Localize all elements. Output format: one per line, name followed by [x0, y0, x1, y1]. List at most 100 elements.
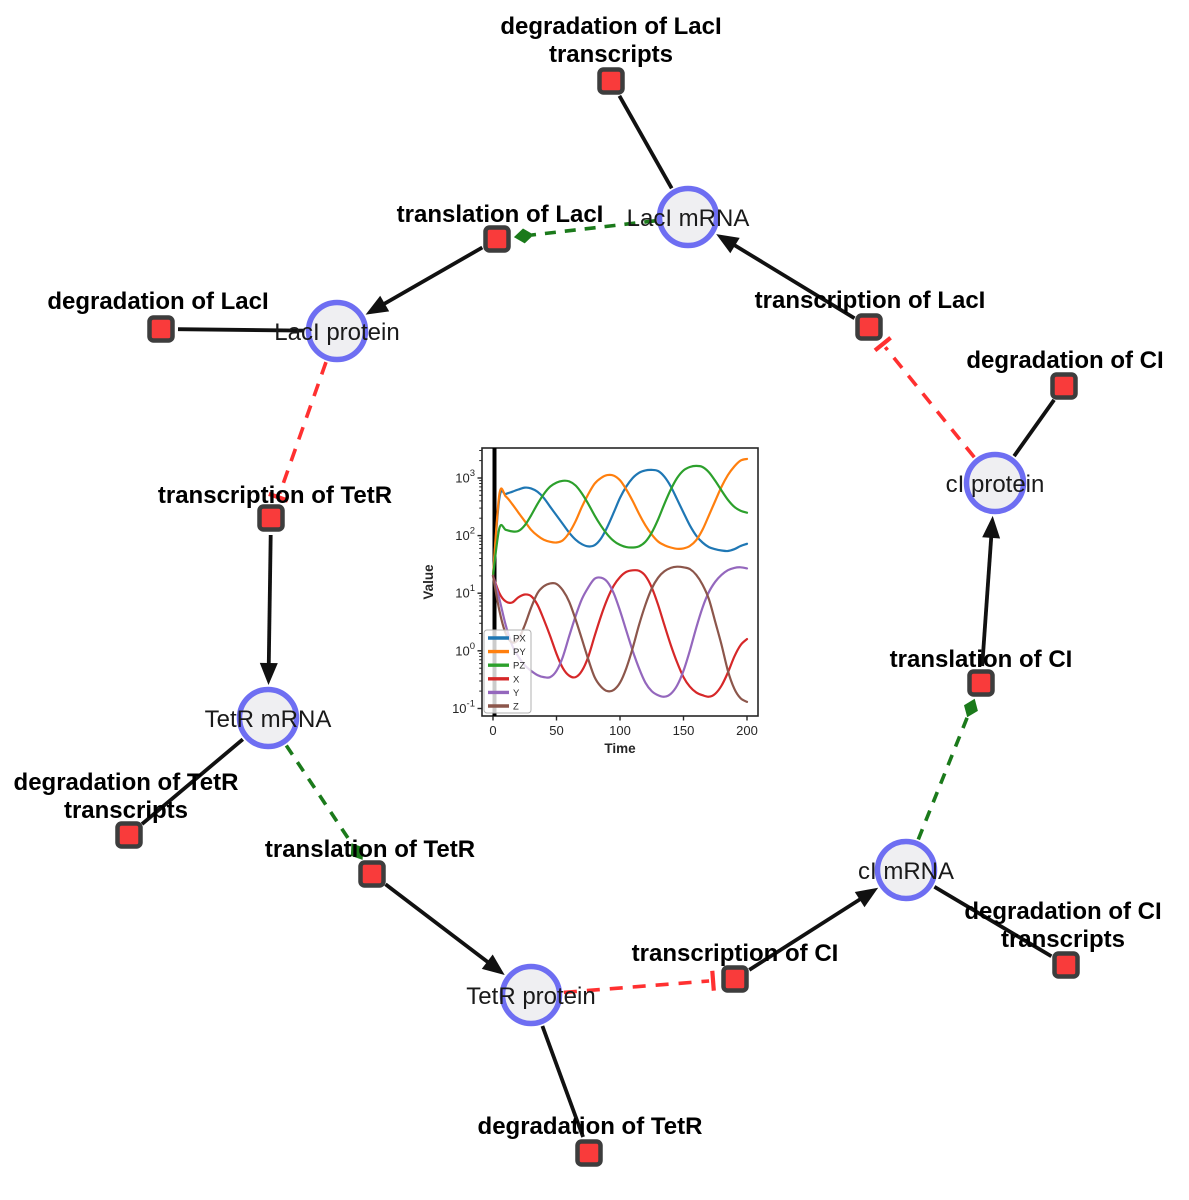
edge-laci-protein-to-degradation-of-laci: [177, 327, 305, 333]
arrowhead: [716, 234, 740, 254]
edge-translation-of-ci-to-ci-protein: [980, 515, 1001, 667]
legend-label-y: Y: [513, 688, 520, 699]
chart-y-axis-label: Value: [421, 564, 436, 600]
legend-label-x: X: [513, 674, 520, 685]
species-node-tetr-protein: [499, 963, 563, 1027]
edge-tetr-protein-to-transcription-of-ci: [563, 970, 716, 995]
series-z-line: [491, 565, 749, 703]
reaction-label-transcription-of-tetr: transcription of TetR: [158, 482, 392, 509]
edge-laci-mrna-to-translation-of-laci: [513, 219, 656, 244]
legend-label-pz: PZ: [513, 661, 525, 672]
species-label-ci-protein: cI protein: [946, 471, 1045, 498]
reaction-label-degradation-of-laci-transcripts: transcripts: [549, 41, 673, 68]
reaction-node-transcription-of-laci: [855, 313, 883, 341]
reaction-label-degradation-of-ci: degradation of CI: [966, 347, 1163, 374]
chart-x-tick-label: 50: [549, 723, 563, 738]
inhibition-tee: [268, 491, 289, 503]
diamond-arrowhead: [513, 228, 534, 244]
species-node-laci-mrna: [656, 185, 720, 249]
chart-y-tick-label: 10-1: [452, 699, 475, 717]
species-label-laci-protein: LacI protein: [274, 319, 399, 346]
reaction-label-translation-of-ci: translation of CI: [890, 646, 1073, 673]
arrowhead: [259, 662, 278, 685]
species-label-tetr-protein: TetR protein: [466, 983, 595, 1010]
reaction-label-degradation-of-ci-transcripts: degradation of CI: [964, 898, 1161, 925]
edge-laci-protein-to-transcription-of-tetr: [268, 361, 328, 503]
chart-x-tick-label: 200: [736, 723, 758, 738]
arrowhead: [982, 515, 1001, 539]
edge-layer: [140, 94, 1056, 1138]
series-x-line: [491, 569, 749, 698]
edge-tetr-protein-to-degradation-of-tetr: [540, 1025, 585, 1138]
reaction-node-transcription-of-ci: [721, 965, 749, 993]
reaction-label-translation-of-laci: translation of LacI: [397, 201, 604, 228]
reaction-label-translation-of-tetr: translation of TetR: [265, 836, 475, 863]
reaction-node-degradation-of-tetr-transcripts: [115, 821, 143, 849]
edge-ci-mrna-to-translation-of-ci: [916, 698, 978, 841]
reaction-node-degradation-of-laci: [147, 315, 175, 343]
reaction-label-degradation-of-laci-transcripts: degradation of LacI: [500, 13, 721, 40]
edge-transcription-of-ci-to-ci-mrna: [748, 887, 879, 972]
edge-laci-mrna-to-degradation-of-laci-transcripts: [617, 94, 674, 190]
edge-ci-protein-to-degradation-of-ci: [1012, 398, 1056, 458]
legend-label-px: PX: [513, 634, 526, 645]
edge-tetr-mrna-to-translation-of-tetr: [284, 744, 364, 860]
reaction-node-transcription-of-tetr: [257, 504, 285, 532]
chart-y-tick-label: 100: [455, 641, 475, 659]
chart-y-tick-label: 103: [455, 468, 475, 486]
chart-frame: [481, 447, 759, 717]
reaction-label-transcription-of-ci: transcription of CI: [632, 940, 839, 967]
node-layer: [115, 67, 1080, 1167]
species-label-tetr-mrna: TetR mRNA: [205, 706, 332, 733]
edge-translation-of-laci-to-laci-protein: [365, 245, 484, 315]
reaction-label-degradation-of-tetr: degradation of TetR: [478, 1113, 703, 1140]
arrowhead: [365, 295, 390, 315]
edge-translation-of-tetr-to-tetr-protein: [384, 882, 505, 975]
species-node-tetr-mrna: [236, 686, 300, 750]
reaction-label-transcription-of-laci: transcription of LacI: [755, 287, 986, 314]
reaction-label-degradation-of-tetr-transcripts: transcripts: [64, 797, 188, 824]
reaction-node-translation-of-tetr: [358, 860, 386, 888]
species-label-laci-mrna: LacI mRNA: [627, 205, 750, 232]
reaction-label-degradation-of-tetr-transcripts: degradation of TetR: [14, 769, 239, 796]
inset-chart: 0 50 100 150 20010-1100101102103TimeValuePXP…: [421, 447, 759, 756]
inhibition-tee: [710, 970, 716, 991]
reaction-node-degradation-of-tetr: [575, 1139, 603, 1167]
series-px-line: [491, 468, 749, 577]
series-y-line: [491, 566, 749, 698]
arrowhead: [481, 954, 505, 975]
diamond-arrowhead: [350, 843, 364, 860]
species-node-ci-mrna: [874, 838, 938, 902]
species-label-ci-mrna: cI mRNA: [858, 858, 954, 885]
chart-legend: PX PY PZ XYZ: [483, 629, 532, 714]
chart-x-axis-label: Time: [604, 741, 636, 756]
label-layer: degradation of LacItranscriptstranslatio…: [14, 13, 1164, 1140]
reaction-node-degradation-of-ci-transcripts: [1052, 951, 1080, 979]
reaction-node-degradation-of-laci-transcripts: [597, 67, 625, 95]
chart-x-tick-label: 150: [673, 723, 695, 738]
reaction-label-degradation-of-ci-transcripts: transcripts: [1001, 926, 1125, 953]
inhibition-tee: [873, 336, 892, 353]
reaction-node-translation-of-laci: [483, 225, 511, 253]
legend-label-py: PY: [513, 647, 526, 658]
chart-y-tick-label: 102: [455, 526, 475, 544]
reaction-node-degradation-of-ci: [1050, 372, 1078, 400]
chart-x-tick-label: 0: [489, 723, 496, 738]
edge-transcription-of-tetr-to-tetr-mrna: [259, 534, 278, 685]
edge-transcription-of-laci-to-laci-mrna: [716, 234, 856, 320]
edge-ci-protein-to-transcription-of-laci: [873, 336, 976, 459]
legend-label-z: Z: [513, 702, 519, 713]
edge-ci-mrna-to-degradation-of-ci-transcripts: [933, 885, 1053, 958]
edge-tetr-mrna-to-degradation-of-tetr-transcripts: [140, 737, 245, 826]
arrowhead: [854, 887, 879, 908]
species-node-laci-protein: [305, 299, 369, 363]
series-py-line: [491, 457, 749, 577]
reaction-label-degradation-of-laci: degradation of LacI: [47, 288, 268, 315]
chart-y-tick-label: 101: [455, 583, 475, 601]
diamond-arrowhead: [964, 698, 978, 718]
series-pz-line: [491, 464, 749, 577]
reaction-node-translation-of-ci: [967, 669, 995, 697]
chart-x-tick-label: 100: [609, 723, 631, 738]
